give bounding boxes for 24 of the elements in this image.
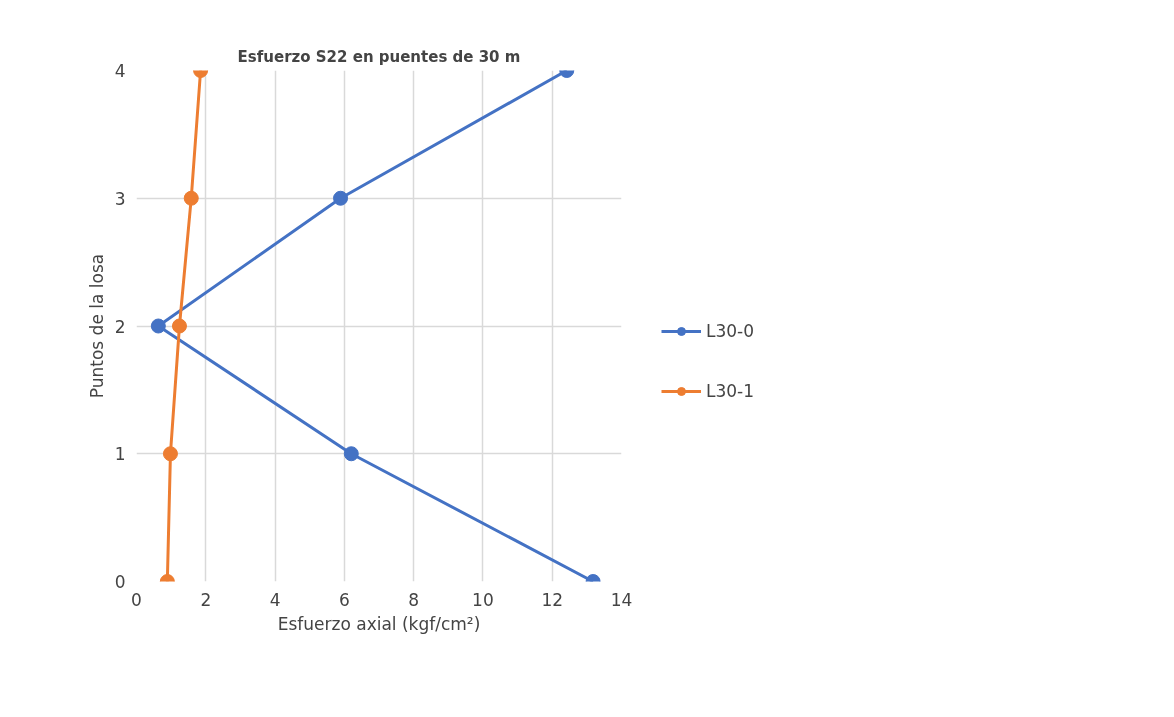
x-tick-label: 0 (131, 589, 142, 610)
chart-title: Esfuerzo S22 en puentes de 30 m (237, 47, 521, 66)
legend-label: L30-1 (706, 381, 755, 401)
x-tick-label: 2 (200, 589, 212, 610)
x-tick-label: 10 (472, 589, 494, 610)
y-tick-label: 0 (114, 572, 126, 592)
y-axis-title: Puntos de la losa (86, 253, 107, 399)
point (150, 318, 166, 334)
y-tick-label: 1 (114, 444, 126, 465)
x-tick-label: 6 (338, 589, 350, 610)
x-axis-title: Esfuerzo axial (kgf/cm²) (277, 613, 481, 634)
point (343, 446, 359, 462)
point (183, 190, 199, 206)
y-tick-label: 3 (114, 188, 126, 209)
x-tick-label: 12 (541, 589, 564, 610)
y-tick-label: 2 (114, 316, 126, 337)
y-tick-label: 4 (114, 61, 126, 81)
point (171, 318, 187, 334)
point (162, 446, 178, 462)
x-tick-label: 14 (610, 589, 633, 610)
x-tick-label: 4 (269, 589, 281, 610)
legend-label: L30-0 (706, 321, 755, 341)
point (333, 190, 349, 206)
x-tick-label: 8 (408, 589, 420, 610)
